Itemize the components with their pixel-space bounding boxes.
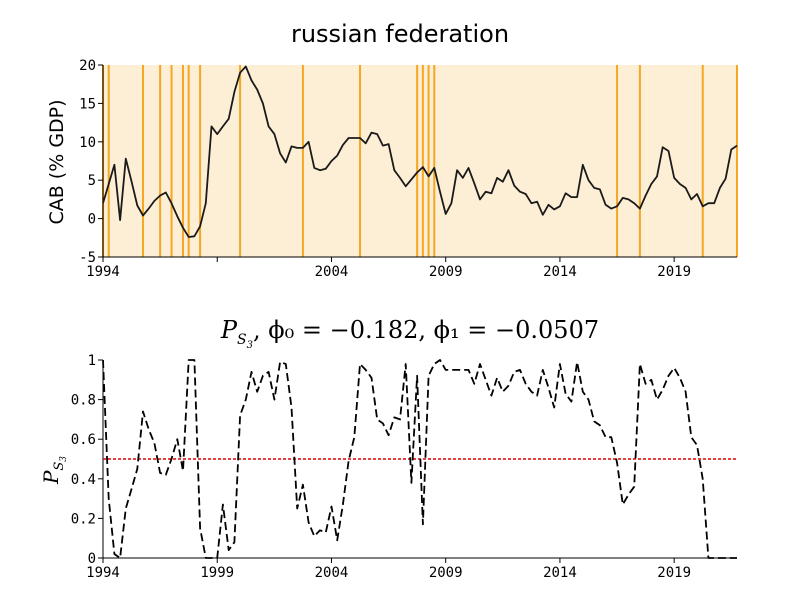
y-tick-label: 0.6 xyxy=(71,432,96,448)
series-line xyxy=(102,359,737,559)
title-sub-3: 3 xyxy=(247,340,253,351)
y-tick-label: 20 xyxy=(79,58,96,74)
x-tick-label: 2019 xyxy=(657,264,691,280)
x-tick-label: 1994 xyxy=(86,565,120,581)
ylabel-sub-3: 3 xyxy=(59,456,69,462)
y-tick-label: 10 xyxy=(79,135,96,151)
title-sub-s: S xyxy=(237,332,247,348)
chart-title-top: russian federation xyxy=(291,20,509,48)
x-tick-label: 2014 xyxy=(543,565,577,581)
title-params: , ϕ₀ = −0.182, ϕ₁ = −0.0507 xyxy=(253,316,599,344)
x-tick-label: 1994 xyxy=(86,264,120,280)
x-tick-label: 2009 xyxy=(429,565,463,581)
y-tick-label: 0.8 xyxy=(71,393,96,409)
bottom-plot-area: 0 0.2 0.4 0.6 0.8 1 1994 1999 2004 2009 2014 2019 xyxy=(71,353,737,581)
y-tick-label: 0.4 xyxy=(71,472,96,488)
x-tick-label: 2019 xyxy=(657,565,691,581)
y-tick-label: 15 xyxy=(79,96,96,112)
y-tick-label: 0 xyxy=(88,212,96,228)
y-axis-label-bottom: PS3 xyxy=(39,456,69,485)
x-tick-label: 2014 xyxy=(543,264,577,280)
y-tick-label: 1 xyxy=(88,353,96,369)
y-tick-label: 5 xyxy=(88,173,96,189)
ylabel-p: P xyxy=(39,470,63,485)
y-tick-label: 0.2 xyxy=(71,511,96,527)
y-tick-label: 0 xyxy=(88,551,96,567)
ylabel-sub-s: S xyxy=(52,462,67,471)
y-axis-label-top: CAB (% GDP) xyxy=(46,99,68,224)
x-tick-label: 2009 xyxy=(429,264,463,280)
y-tick-label: -5 xyxy=(79,250,96,266)
x-tick-label: 1999 xyxy=(200,565,234,581)
series-line xyxy=(102,65,738,238)
chart-title-bottom: PS3, ϕ₀ = −0.182, ϕ₁ = −0.0507 xyxy=(220,316,599,351)
title-p: P xyxy=(220,316,238,344)
x-tick-label: 2004 xyxy=(315,264,349,280)
x-tick-label: 2004 xyxy=(315,565,349,581)
top-plot-area: -5 0 5 10 15 20 1994 2004 2009 2014 2019 xyxy=(79,58,738,280)
